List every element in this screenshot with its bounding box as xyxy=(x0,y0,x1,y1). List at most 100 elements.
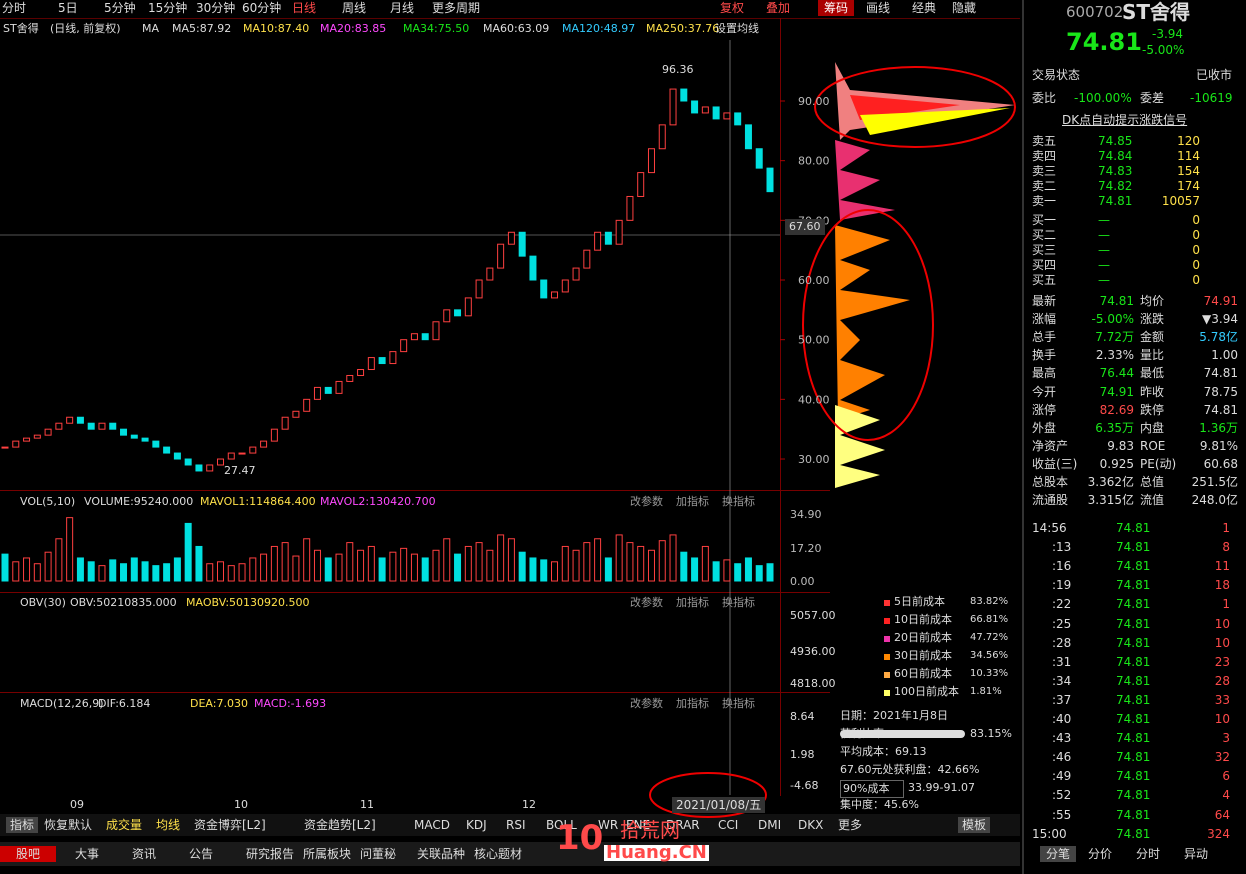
divider xyxy=(0,490,830,491)
volume-bar xyxy=(260,553,268,582)
period-tab[interactable]: 分时 xyxy=(2,1,27,15)
indicator-tab[interactable]: RSI xyxy=(506,818,526,832)
ma-legend: MA60:63.09 xyxy=(483,22,550,35)
stat-value: -5.00% xyxy=(1091,312,1134,327)
indicator-tab[interactable]: CCI xyxy=(718,818,739,832)
indicator-tab[interactable]: ENE xyxy=(626,818,651,832)
panel-value: MACD:-1.693 xyxy=(254,697,327,710)
panel-button[interactable]: 换指标 xyxy=(722,495,755,508)
indicator-tab[interactable]: WR xyxy=(598,818,619,832)
candle xyxy=(518,231,526,257)
quote-tab[interactable]: 分时 xyxy=(1136,847,1161,861)
stat-value: 74.91 xyxy=(1203,294,1238,308)
panel-button[interactable]: 改参数 xyxy=(630,697,663,710)
tool-button[interactable]: 经典 xyxy=(912,1,937,15)
info-tab[interactable]: 所属板块 xyxy=(303,847,352,861)
period-tab[interactable]: 更多周期 xyxy=(432,1,481,15)
panel-button[interactable]: 加指标 xyxy=(676,495,709,508)
period-tab[interactable]: 60分钟 xyxy=(242,1,282,15)
period-tab[interactable]: 月线 xyxy=(390,1,415,15)
info-tab[interactable]: 关联品种 xyxy=(417,847,466,861)
panel-button[interactable]: 改参数 xyxy=(630,596,663,609)
info-tab[interactable]: 大事 xyxy=(75,847,100,861)
candle xyxy=(410,333,418,341)
axis-label: 5057.00 xyxy=(790,609,836,622)
quote-tab[interactable]: 分笔 xyxy=(1040,846,1077,862)
period-tab[interactable]: 日线 xyxy=(292,1,317,15)
volume-bar xyxy=(303,538,311,582)
volume-bar xyxy=(454,553,462,582)
axis-label: 4936.00 xyxy=(790,645,836,658)
info-tab[interactable]: 资讯 xyxy=(132,847,157,861)
volume-bar xyxy=(195,545,203,582)
indicator-tab[interactable]: 更多 xyxy=(838,818,863,832)
tick-time: :19 xyxy=(1052,578,1072,593)
candle xyxy=(195,464,203,472)
indicator-tab[interactable]: 均线 xyxy=(156,818,181,832)
stat-value: 60.68 xyxy=(1203,456,1238,471)
tool-button[interactable]: 复权 xyxy=(720,1,745,15)
info-tab[interactable]: 核心题材 xyxy=(474,847,523,861)
chip-info: 33.99-91.07 xyxy=(908,781,975,794)
tool-button[interactable]: 叠加 xyxy=(766,1,791,15)
info-tab[interactable]: 公告 xyxy=(189,847,214,861)
tick-price: 74.81 xyxy=(1116,578,1151,593)
quote-tab[interactable]: 分价 xyxy=(1088,847,1113,861)
candle xyxy=(712,106,720,120)
panel-button[interactable]: 加指标 xyxy=(676,697,709,710)
candle xyxy=(766,167,774,193)
volume-bar xyxy=(23,557,31,582)
chip-swatch xyxy=(884,654,890,660)
quote-tab[interactable]: 异动 xyxy=(1184,847,1209,861)
indicator-tab[interactable]: MACD xyxy=(414,818,450,832)
chip-value: 83.82% xyxy=(970,596,1009,607)
period-tab[interactable]: 周线 xyxy=(342,1,367,15)
stat-label: 涨停 xyxy=(1032,402,1057,417)
indicator-tab[interactable]: 恢复默认 xyxy=(44,818,93,832)
month-label: 12 xyxy=(522,798,536,811)
volume-bar xyxy=(540,559,548,582)
panel-value: MAOBV:50130920.500 xyxy=(186,596,310,609)
volume-bar xyxy=(734,563,742,582)
indicator-tab[interactable]: BOLL xyxy=(546,818,577,832)
volume-bar xyxy=(216,561,224,582)
indicator-tab[interactable]: 资金趋势[L2] xyxy=(304,818,376,832)
tool-button[interactable]: 画线 xyxy=(866,1,891,15)
indicator-tab[interactable]: KDJ xyxy=(466,818,487,832)
panel-button[interactable]: 换指标 xyxy=(722,596,755,609)
cost-select[interactable]: 90%成本 xyxy=(840,780,905,798)
stat-value: 74.81 xyxy=(1203,366,1238,381)
period-tab[interactable]: 5日 xyxy=(58,1,78,15)
info-tab[interactable]: 研究报告 xyxy=(246,847,295,861)
signal-link[interactable]: DK点自动提示涨跌信号 xyxy=(1062,113,1188,127)
book-label: 买二 xyxy=(1032,228,1057,242)
panel-button[interactable]: 加指标 xyxy=(676,596,709,609)
indicator-tab[interactable]: 成交量 xyxy=(106,818,143,832)
panel-button[interactable]: 改参数 xyxy=(630,495,663,508)
tick-time: :43 xyxy=(1052,731,1072,746)
info-tab[interactable]: 股吧 xyxy=(0,846,57,862)
panel-value: VOLUME:95240.000 xyxy=(84,495,194,508)
panel-value: MAVOL1:114864.400 xyxy=(200,495,316,508)
indicator-tab[interactable]: DMI xyxy=(758,818,782,832)
tool-button[interactable]: 隐藏 xyxy=(952,1,977,15)
indicator-tab[interactable]: 指标 xyxy=(6,817,39,833)
candle xyxy=(626,195,634,221)
period-tab[interactable]: 5分钟 xyxy=(104,1,136,15)
indicator-tab[interactable]: DKX xyxy=(798,818,824,832)
tick-volume: 1 xyxy=(1222,597,1230,612)
stat-label: 昨收 xyxy=(1140,384,1165,399)
book-volume: 154 xyxy=(1177,164,1200,178)
volume-bar xyxy=(378,557,386,582)
tool-button[interactable]: 筹码 xyxy=(818,0,855,16)
info-tab[interactable]: 问董秘 xyxy=(360,847,397,861)
candle xyxy=(540,279,548,299)
indicator-tab[interactable]: 模板 xyxy=(958,817,991,833)
period-tab[interactable]: 30分钟 xyxy=(196,1,236,15)
period-tab[interactable]: 15分钟 xyxy=(148,1,188,15)
panel-button[interactable]: 换指标 xyxy=(722,697,755,710)
indicator-tab[interactable]: DRAR xyxy=(666,818,700,832)
stock-name: ST舍得 xyxy=(1122,0,1191,24)
ma-legend: MA xyxy=(142,22,160,35)
indicator-tab[interactable]: 资金博弈[L2] xyxy=(194,818,266,832)
